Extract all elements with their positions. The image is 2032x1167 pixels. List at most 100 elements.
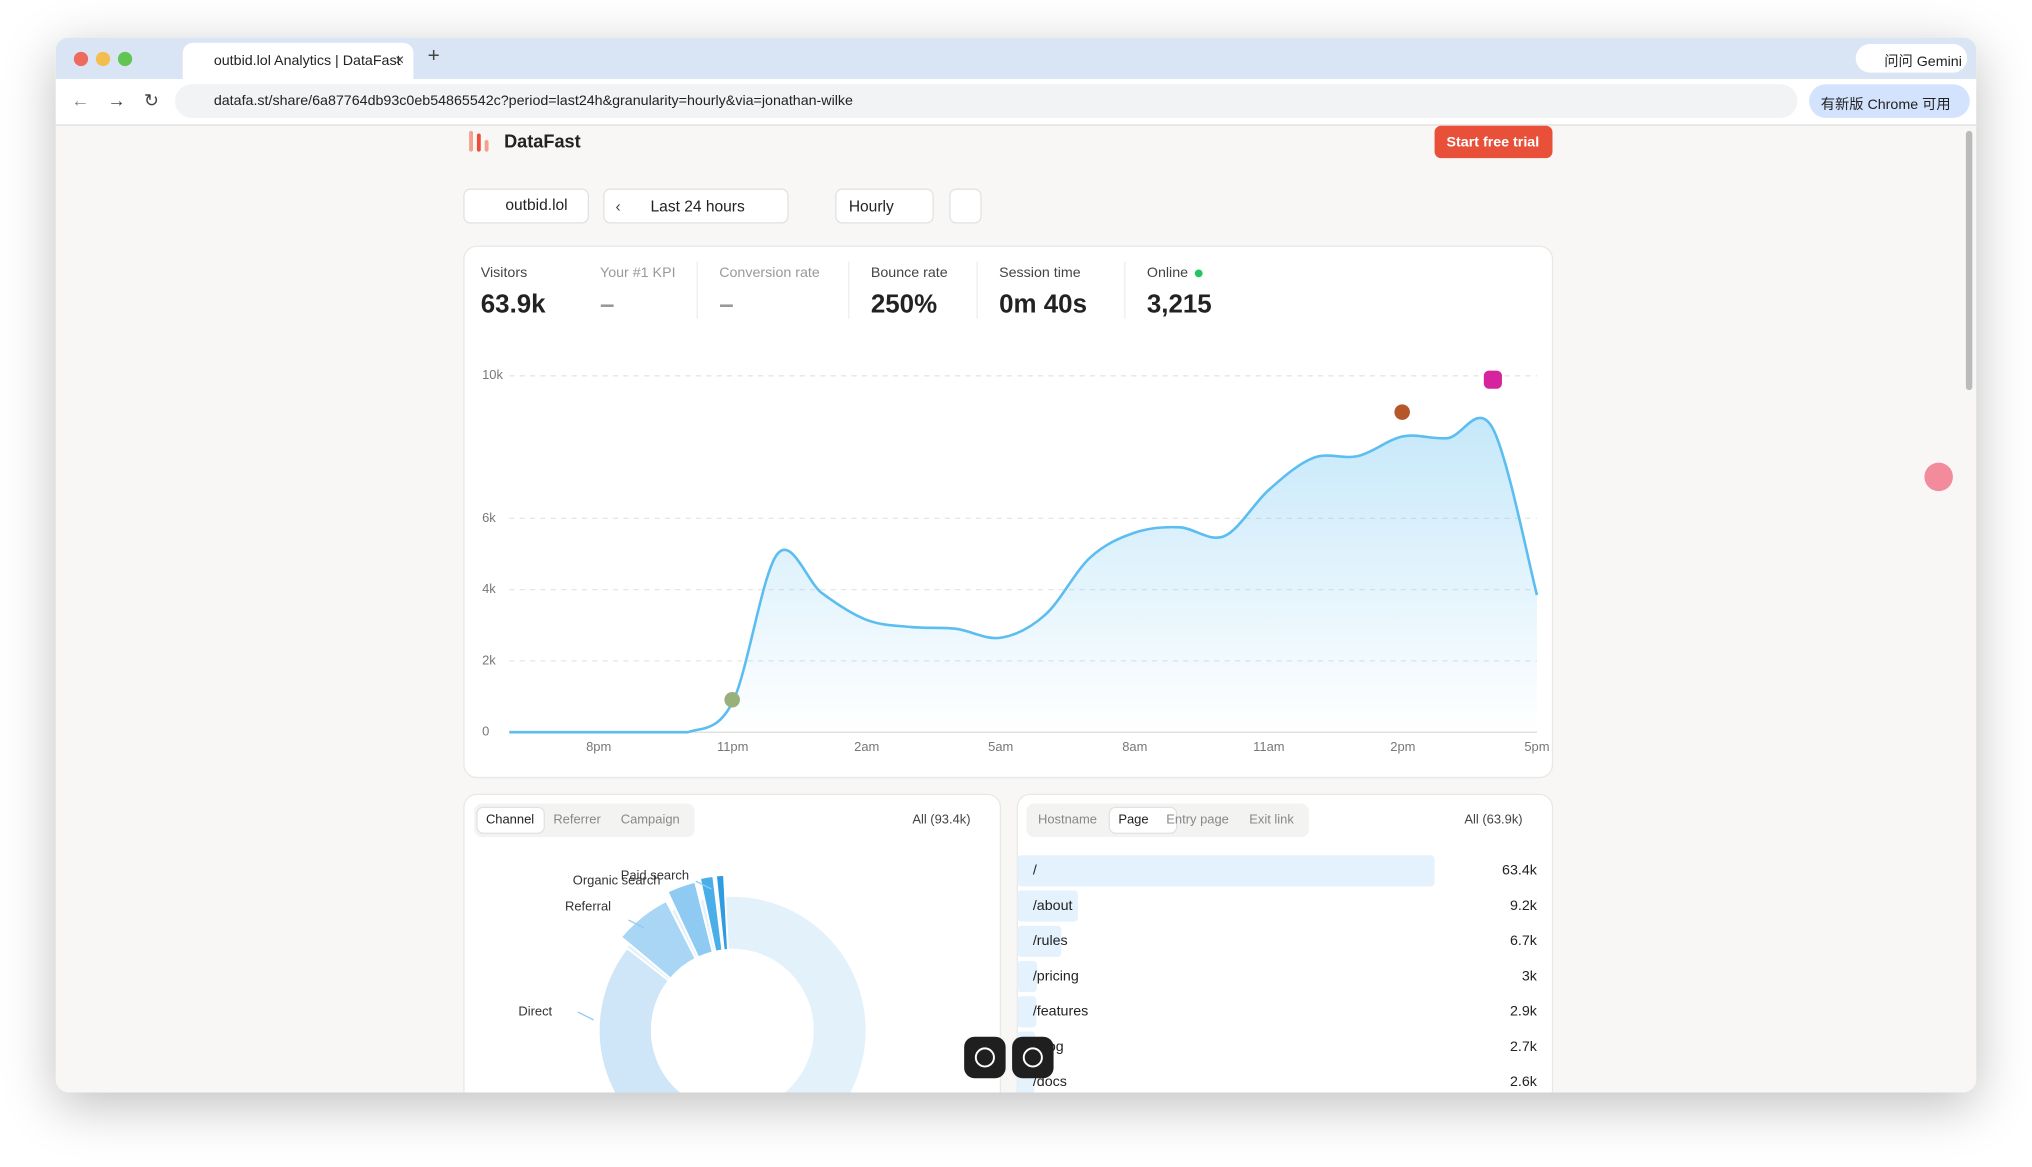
granularity-select[interactable] [835,188,934,224]
kpi-value: 63.9k [481,291,546,319]
site-select[interactable] [463,188,589,224]
leader-line [577,1011,594,1021]
new-tab[interactable]: + [427,45,440,68]
scrollbar [1965,130,1973,391]
kpi-label: Your #1 KPI [600,265,676,281]
y-tick-label: 10k [482,367,503,382]
instagram-badge [1483,370,1502,389]
leader-line [695,880,712,890]
logo [476,133,481,152]
avatar-badge [724,692,740,708]
update-button[interactable]: 有新版 Chrome 可用 [1809,84,1970,118]
forward[interactable]: → [107,89,126,111]
tab-title: outbid.lol Analytics | DataFast [213,53,401,69]
cta-button[interactable] [1434,125,1553,159]
kpi-label: Bounce rate [871,265,948,281]
page-count: 3k [1522,968,1538,984]
tab[interactable]: Page [1118,812,1148,827]
channel-card [463,793,1002,1093]
url: datafa.st/share/6a87764db93c0eb54865542c… [213,93,854,109]
kpi-value: 250% [871,291,937,319]
back[interactable]: ← [71,89,90,111]
kpi-label: Online [1147,265,1188,281]
y-tick-label: 6k [482,510,496,525]
x-tick-label: 2pm [1390,739,1415,754]
kpi-label: Visitors [481,265,527,281]
browser-window: outbid.lol Analytics | DataFast × + 问问 G… [55,37,1977,1093]
granularity: Hourly [849,198,894,215]
area [509,417,1537,733]
kpi-value: – [600,291,614,319]
page-count: 2.9k [1510,1004,1538,1020]
page-bar [1017,996,1037,1028]
page-path[interactable]: /rules [1033,933,1068,949]
filter[interactable]: All (93.4k) [912,812,970,827]
tab-close[interactable]: × [395,50,405,69]
kpi-value: 3,215 [1147,291,1212,319]
tab[interactable]: Hostname [1038,812,1097,827]
cta-label: Start free trial [1447,134,1540,150]
x-tick-label: 5pm [1524,739,1549,754]
page-path[interactable]: / [1033,863,1037,879]
max-dot[interactable] [117,51,133,67]
donut-label: Referral [565,899,611,914]
donut-label: Organic search [573,873,661,888]
filter[interactable]: All (63.9k) [1464,812,1522,827]
page-count: 9.2k [1510,898,1538,914]
page-count: 2.7k [1510,1039,1538,1055]
tab[interactable]: Referrer [553,812,601,827]
page-path[interactable]: /pricing [1033,968,1079,984]
pages-card [1016,793,1554,1093]
period-select[interactable] [603,188,789,224]
page-path[interactable]: /features [1033,1004,1088,1020]
gemini-button[interactable]: 问问 Gemini [1855,44,1968,73]
online-dot [1194,269,1203,278]
y-tick-label: 2k [482,652,496,667]
close-dot[interactable] [73,51,89,67]
x-tick-label: 11am [1253,739,1284,754]
x-tick-label: 8am [1122,739,1147,754]
tab-bar: outbid.lol Analytics | DataFast × + 问问 G… [55,37,1977,80]
prev[interactable]: ‹ [616,198,621,215]
page-count: 2.6k [1510,1074,1538,1090]
x-tick-label: 8pm [586,739,611,754]
tab[interactable]: Exit link [1249,812,1294,827]
site: outbid.lol [505,197,567,214]
translate-bubble[interactable] [1924,462,1953,492]
tab[interactable]: Campaign [621,812,680,827]
page-bar [1017,855,1435,887]
donut-segment [698,874,724,953]
kpi-value: 0m 40s [999,291,1087,319]
min-dot[interactable] [95,51,111,67]
page-path[interactable]: /about [1033,898,1073,914]
ideas-button[interactable] [1012,1036,1054,1079]
x-tick-label: 11pm [717,739,748,754]
y-tick-label: 4k [482,581,496,596]
globe-button[interactable] [964,1036,1006,1079]
refresh[interactable] [949,188,982,224]
address-row: ← → ↻ datafa.st/share/6a87764db93c0eb548… [55,79,1977,126]
logo [469,130,474,152]
gemini-label: 问问 Gemini [1884,54,1962,70]
donut-label: Paid search [621,867,689,882]
line [509,416,1539,734]
page-bar [1017,925,1062,957]
y-tick-label: 0 [482,724,489,739]
leader-line [628,919,645,929]
x-tick-label: 5am [988,739,1013,754]
viewport: DataFast Start free trial outbid.lol ‹ L… [463,125,1554,1093]
x-tick-label: 2am [854,739,879,754]
page-bar [1017,961,1038,993]
kpi-label: Session time [999,265,1081,281]
tab[interactable]: Entry page [1166,812,1229,827]
donut-segment [666,880,714,959]
active-tab [1108,806,1178,834]
omnibox[interactable]: datafa.st/share/6a87764db93c0eb54865542c… [174,84,1798,118]
tab[interactable]: Channel [486,812,534,827]
tab[interactable]: outbid.lol Analytics | DataFast × [182,42,414,80]
logo [484,139,489,152]
kpi-value: – [719,291,733,319]
page-bar [1017,890,1078,922]
reload[interactable]: ↻ [143,89,160,111]
